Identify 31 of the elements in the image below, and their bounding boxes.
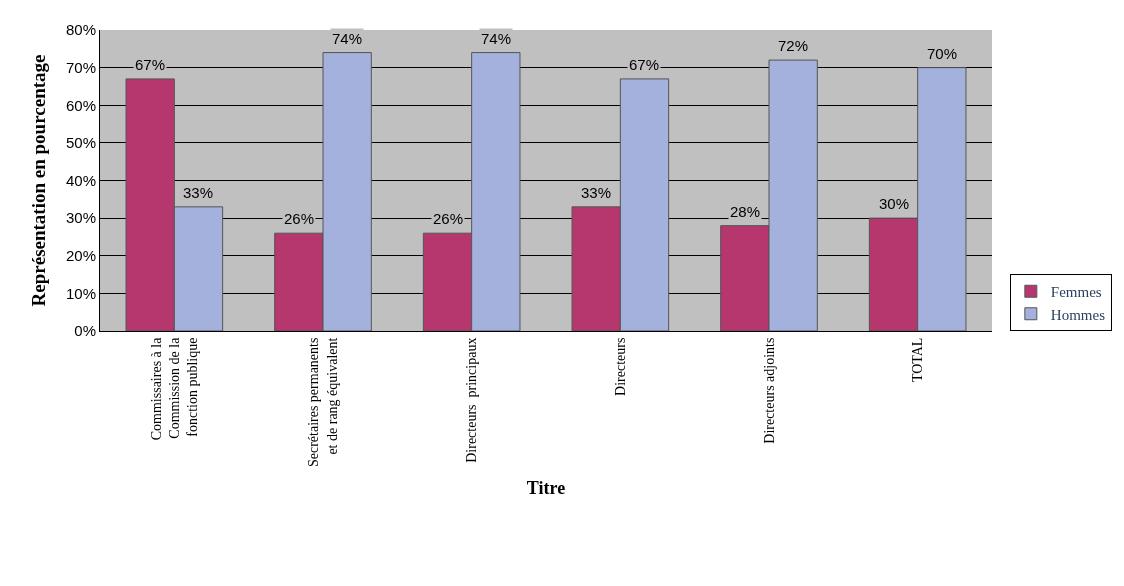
x-tick-label: Secrétaires permanents et de rang équivalent [306, 337, 340, 468]
data-label: 26% [433, 210, 464, 227]
y-tick-label: 30% [65, 209, 96, 227]
legend-label: Hommes [1050, 306, 1106, 323]
y-axis-title: Représentation en pourcentage [27, 54, 49, 307]
x-tick-label: Directeurs [612, 337, 628, 396]
data-label: 33% [183, 184, 214, 201]
y-tick-label: 50% [65, 134, 96, 152]
x-tick-label: Directeurs principaux [464, 337, 480, 463]
y-tick-label: 40% [65, 171, 96, 189]
x-tick-label: Directeurs adjoints [761, 337, 777, 444]
x-axis-title: Titre [526, 478, 566, 499]
data-label: 26% [284, 210, 315, 227]
data-label: 74% [481, 30, 512, 47]
y-tick-label: 0% [74, 322, 96, 340]
data-label: 30% [879, 195, 910, 212]
y-tick-label: 60% [65, 96, 96, 114]
data-label: 70% [927, 45, 958, 62]
y-tick-label: 80% [65, 21, 96, 39]
y-tick-label: 20% [65, 247, 96, 264]
y-tick-label: 70% [65, 58, 96, 76]
data-label: 67% [135, 56, 166, 73]
data-label: 72% [778, 37, 809, 54]
data-label: 28% [730, 203, 761, 220]
legend-label: Femmes [1050, 284, 1102, 301]
x-tick-label: Commissaires à la Commission de la fonction publique [148, 336, 201, 441]
data-label: 67% [629, 56, 660, 73]
data-label: 33% [581, 184, 612, 201]
x-tick-label: TOTAL [910, 337, 926, 383]
data-label: 74% [332, 30, 363, 47]
y-tick-label: 10% [65, 284, 96, 302]
